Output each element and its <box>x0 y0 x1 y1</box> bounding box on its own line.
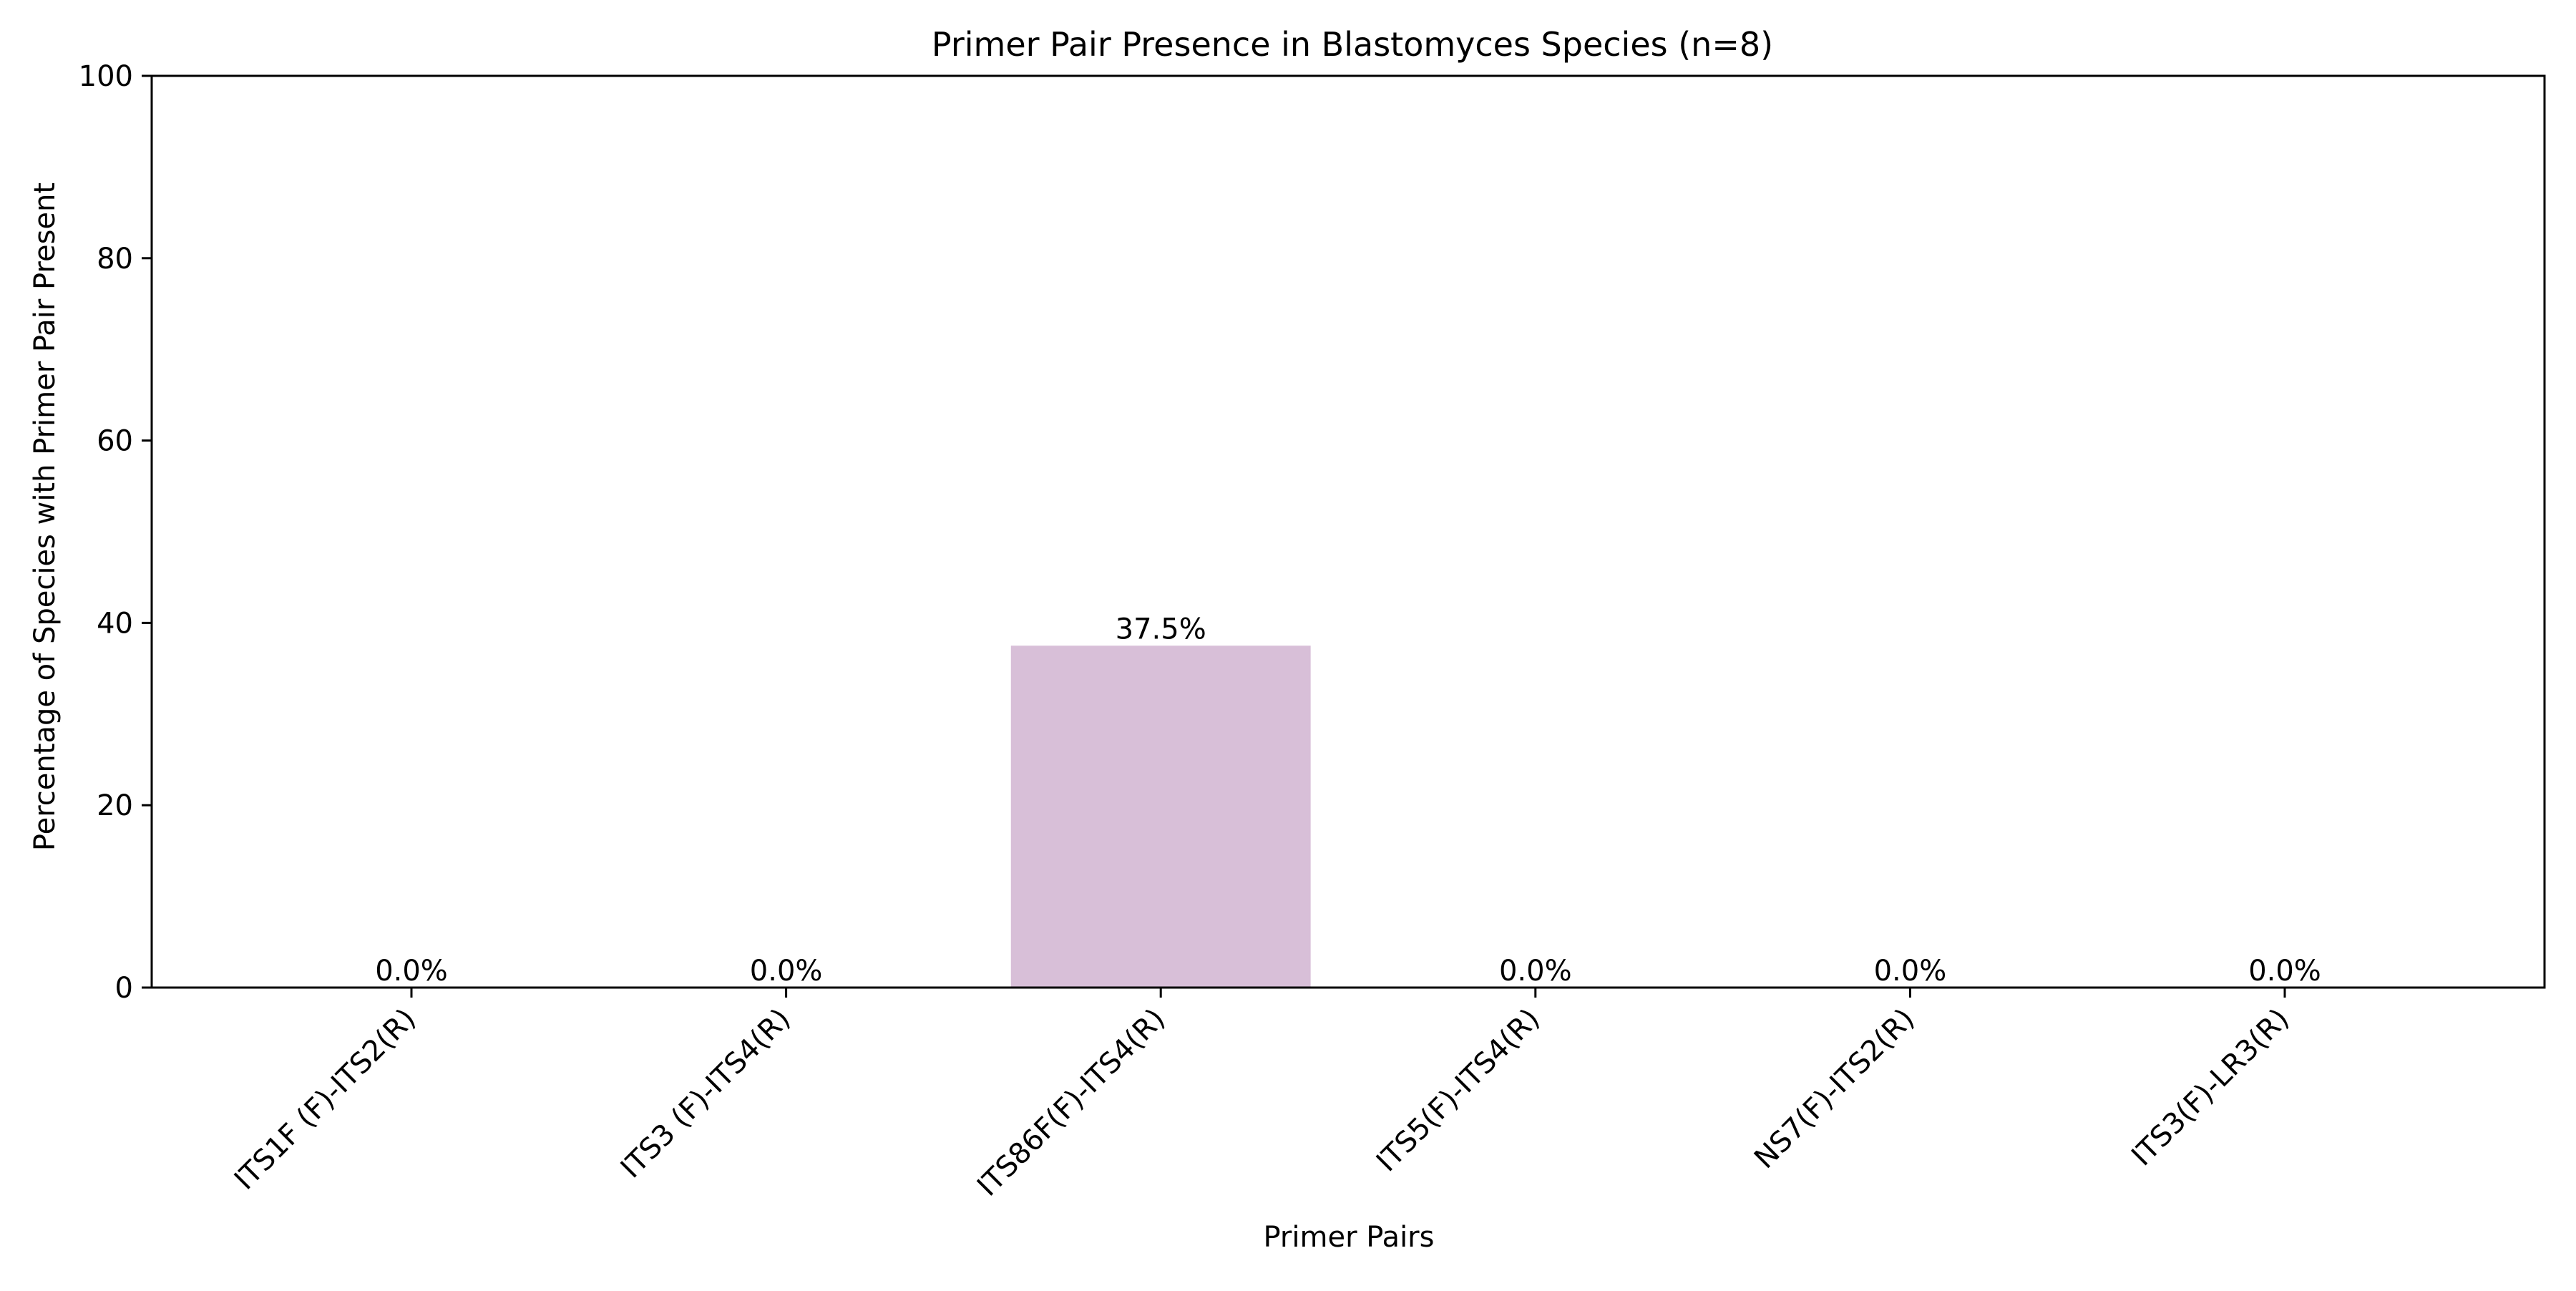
data-label-1: 0.0% <box>375 955 448 988</box>
plot-area-frame <box>150 74 2546 989</box>
y-tick-label-3: 40 <box>97 607 133 640</box>
data-label-2: 0.0% <box>750 955 823 988</box>
y-tick-label-4: 60 <box>97 425 133 458</box>
data-label-6: 0.0% <box>2248 955 2321 988</box>
chart-title: Primer Pair Presence in Blastomyces Spec… <box>932 25 1773 64</box>
y-tick-label-1: 0 <box>115 972 133 1005</box>
y-tick-label-6: 100 <box>79 60 133 93</box>
bars-layer <box>1010 646 1311 988</box>
y-tick-label-2: 20 <box>97 789 133 822</box>
data-labels-layer: 0.0% 0.0% 37.5% 0.0% 0.0% 0.0% <box>375 613 2321 988</box>
y-axis-label: Percentage of Species with Primer Pair P… <box>29 182 62 851</box>
data-label-3: 37.5% <box>1116 613 1206 646</box>
y-axis-ticks: 0 20 40 60 80 100 <box>79 60 152 1005</box>
x-axis-label: Primer Pairs <box>1264 1221 1435 1254</box>
y-tick-label-5: 80 <box>97 243 133 276</box>
data-label-5: 0.0% <box>1874 955 1947 988</box>
data-label-4: 0.0% <box>1499 955 1572 988</box>
bar-3 <box>1010 646 1311 988</box>
